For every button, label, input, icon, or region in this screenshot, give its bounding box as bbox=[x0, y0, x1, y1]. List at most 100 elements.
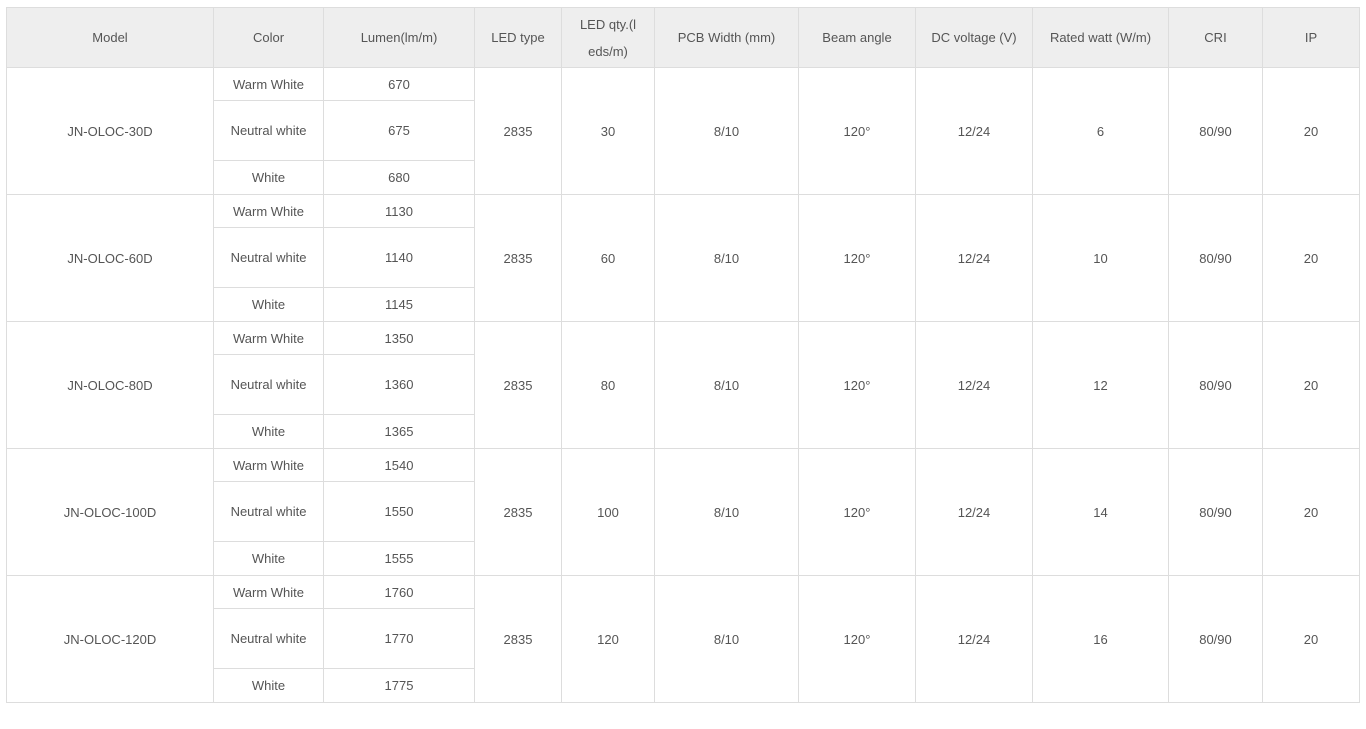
pcb-width-cell: 8/10 bbox=[654, 448, 799, 576]
led-qty-cell: 100 bbox=[561, 448, 655, 576]
color-cell: White bbox=[213, 287, 324, 322]
lumen-cell: 1540 bbox=[323, 448, 475, 482]
pcb-width-cell: 8/10 bbox=[654, 575, 799, 703]
table-row: JN-OLOC-60D Warm White 1130 2835 60 8/10 120° 1… bbox=[6, 194, 1360, 322]
header-row: Model Color Lumen(lm/m) LED type LED qty.(le… bbox=[6, 7, 1360, 68]
table-row: JN-OLOC-30D Warm White 670 2835 30 8/10 120° 12… bbox=[6, 67, 1360, 195]
dc-voltage-cell: 12/24 bbox=[915, 448, 1033, 576]
rated-watt-cell: 14 bbox=[1032, 448, 1169, 576]
color-cell: Warm White bbox=[213, 194, 324, 228]
beam-angle-cell: 120° bbox=[798, 448, 916, 576]
color-cell: Warm White bbox=[213, 321, 324, 355]
color-cell: Neutral white bbox=[213, 100, 324, 161]
cri-cell: 80/90 bbox=[1168, 448, 1263, 576]
pcb-width-cell: 8/10 bbox=[654, 194, 799, 322]
lumen-cell: 1145 bbox=[323, 287, 475, 322]
lumen-cell: 675 bbox=[323, 100, 475, 161]
table-body: JN-OLOC-30D Warm White 670 2835 30 8/10 120° 12… bbox=[6, 67, 1360, 703]
lumen-cell: 1360 bbox=[323, 354, 475, 415]
ip-cell: 20 bbox=[1262, 448, 1360, 576]
table-row: Neutral white 1550 bbox=[7, 481, 1360, 542]
header-cell: LED qty.(leds/m) bbox=[561, 7, 655, 68]
lumen-cell: 1770 bbox=[323, 608, 475, 669]
header-cell: Lumen(lm/m) bbox=[323, 7, 475, 68]
header-cell: DC voltage (V) bbox=[915, 7, 1033, 68]
header-cell: IP bbox=[1262, 7, 1360, 68]
spec-table: Model Color Lumen(lm/m) LED type LED qty.(le… bbox=[6, 7, 1360, 703]
lumen-cell: 1130 bbox=[323, 194, 475, 228]
model-cell: JN-OLOC-30D bbox=[6, 67, 214, 195]
pcb-width-cell: 8/10 bbox=[654, 321, 799, 449]
rated-watt-cell: 10 bbox=[1032, 194, 1169, 322]
color-cell: Neutral white bbox=[213, 227, 324, 288]
color-cell: Warm White bbox=[213, 448, 324, 482]
table-row: JN-OLOC-100D Warm White 1540 2835 100 8/10 120… bbox=[6, 448, 1360, 576]
color-cell: White bbox=[213, 541, 324, 576]
table-row: JN-OLOC-80D Warm White 1350 2835 80 8/10 120° 1… bbox=[6, 321, 1360, 449]
table-row: Neutral white 1360 bbox=[7, 354, 1360, 415]
led-type-cell: 2835 bbox=[474, 194, 562, 322]
color-cell: Warm White bbox=[213, 67, 324, 101]
led-qty-cell: 60 bbox=[561, 194, 655, 322]
color-cell: Neutral white bbox=[213, 354, 324, 415]
beam-angle-cell: 120° bbox=[798, 194, 916, 322]
ip-cell: 20 bbox=[1262, 575, 1360, 703]
rated-watt-cell: 6 bbox=[1032, 67, 1169, 195]
lumen-cell: 680 bbox=[323, 160, 475, 195]
model-cell: JN-OLOC-80D bbox=[6, 321, 214, 449]
dc-voltage-cell: 12/24 bbox=[915, 321, 1033, 449]
dc-voltage-cell: 12/24 bbox=[915, 194, 1033, 322]
header-cell: Color bbox=[213, 7, 324, 68]
color-cell: Warm White bbox=[213, 575, 324, 609]
lumen-cell: 1775 bbox=[323, 668, 475, 703]
lumen-cell: 1140 bbox=[323, 227, 475, 288]
header-cell: Model bbox=[6, 7, 214, 68]
model-cell: JN-OLOC-60D bbox=[6, 194, 214, 322]
led-qty-cell: 120 bbox=[561, 575, 655, 703]
cri-cell: 80/90 bbox=[1168, 67, 1263, 195]
table-row: Neutral white 1770 bbox=[7, 608, 1360, 669]
led-qty-cell: 30 bbox=[561, 67, 655, 195]
header-cell: Rated watt (W/m) bbox=[1032, 7, 1169, 68]
color-cell: Neutral white bbox=[213, 608, 324, 669]
table-row: White 1365 bbox=[7, 414, 1360, 449]
color-cell: White bbox=[213, 160, 324, 195]
ip-cell: 20 bbox=[1262, 194, 1360, 322]
header-cell: LED type bbox=[474, 7, 562, 68]
table-row: Neutral white 675 bbox=[7, 100, 1360, 161]
lumen-cell: 1550 bbox=[323, 481, 475, 542]
table-row: White 680 bbox=[7, 160, 1360, 195]
dc-voltage-cell: 12/24 bbox=[915, 67, 1033, 195]
model-cell: JN-OLOC-100D bbox=[6, 448, 214, 576]
header-cell: Beam angle bbox=[798, 7, 916, 68]
table-row: JN-OLOC-120D Warm White 1760 2835 120 8/10 120… bbox=[6, 575, 1360, 703]
lumen-cell: 1555 bbox=[323, 541, 475, 576]
header-cell: PCB Width (mm) bbox=[654, 7, 799, 68]
cri-cell: 80/90 bbox=[1168, 321, 1263, 449]
beam-angle-cell: 120° bbox=[798, 321, 916, 449]
table-row: White 1145 bbox=[7, 287, 1360, 322]
dc-voltage-cell: 12/24 bbox=[915, 575, 1033, 703]
color-cell: Neutral white bbox=[213, 481, 324, 542]
header-cell: CRI bbox=[1168, 7, 1263, 68]
led-type-cell: 2835 bbox=[474, 67, 562, 195]
table-row: Neutral white 1140 bbox=[7, 227, 1360, 288]
lumen-cell: 1760 bbox=[323, 575, 475, 609]
color-cell: White bbox=[213, 668, 324, 703]
table-row: White 1775 bbox=[7, 668, 1360, 703]
rated-watt-cell: 12 bbox=[1032, 321, 1169, 449]
cri-cell: 80/90 bbox=[1168, 194, 1263, 322]
led-type-cell: 2835 bbox=[474, 448, 562, 576]
led-type-cell: 2835 bbox=[474, 575, 562, 703]
beam-angle-cell: 120° bbox=[798, 575, 916, 703]
led-type-cell: 2835 bbox=[474, 321, 562, 449]
model-cell: JN-OLOC-120D bbox=[6, 575, 214, 703]
cri-cell: 80/90 bbox=[1168, 575, 1263, 703]
ip-cell: 20 bbox=[1262, 67, 1360, 195]
rated-watt-cell: 16 bbox=[1032, 575, 1169, 703]
ip-cell: 20 bbox=[1262, 321, 1360, 449]
led-qty-cell: 80 bbox=[561, 321, 655, 449]
pcb-width-cell: 8/10 bbox=[654, 67, 799, 195]
lumen-cell: 670 bbox=[323, 67, 475, 101]
